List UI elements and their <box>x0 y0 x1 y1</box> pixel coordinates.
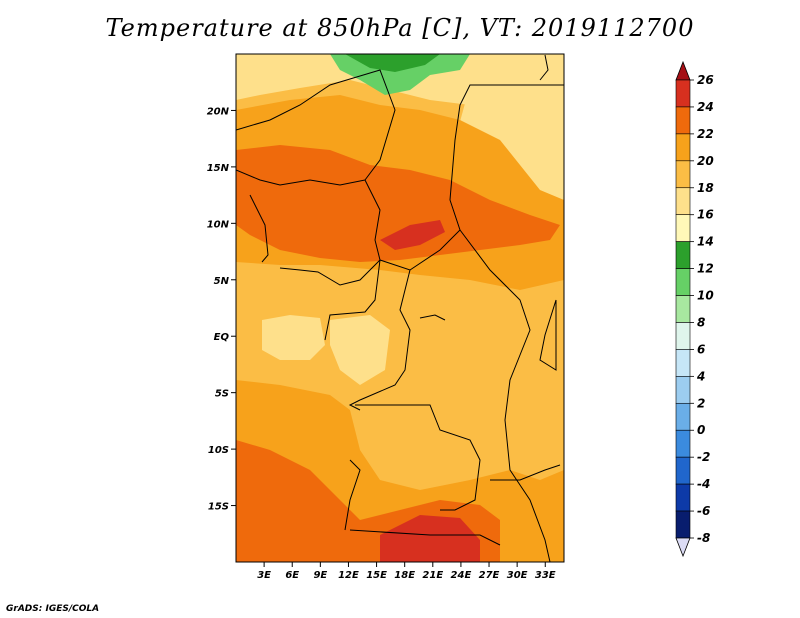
lat-tick-label: 20N <box>207 106 230 117</box>
lat-tick-label: 10N <box>207 219 230 230</box>
colorbar-segment <box>675 376 691 404</box>
colorbar-segment <box>675 295 691 323</box>
lat-tick-label: EQ <box>214 332 230 343</box>
colorbar-segment <box>675 483 691 512</box>
country-borders <box>236 54 564 562</box>
field-congo-light <box>330 315 390 385</box>
field-south-hotter <box>380 515 480 562</box>
lon-tick-label: 24E <box>451 570 472 581</box>
field-hot-band <box>236 145 560 262</box>
lon-tick-label: 30E <box>507 570 528 581</box>
lon-tick-label: 9E <box>313 570 327 581</box>
lon-tick-label: 33E <box>535 570 556 581</box>
field-hotter-streak <box>380 220 445 250</box>
colorbar-segment <box>675 402 691 431</box>
lon-tick-label: 21E <box>422 570 443 581</box>
colorbar-label: 20 <box>697 154 714 168</box>
colorbar-segment <box>675 510 691 539</box>
colorbar-top-arrow <box>675 60 691 81</box>
colorbar-segment <box>675 322 691 350</box>
lon-tick-label: 15E <box>366 570 387 581</box>
colorbar-label: 8 <box>697 315 705 329</box>
latitude-ticks: 20N 15N 10N 5N EQ 5S 10S 15S <box>207 106 236 513</box>
lon-tick-label: 6E <box>285 570 299 581</box>
colorbar-label: 26 <box>697 73 714 87</box>
colorbar-label: 14 <box>697 235 714 249</box>
lon-tick-label: 3E <box>257 570 271 581</box>
colorbar-segment <box>675 187 691 216</box>
map-frame <box>235 53 565 563</box>
field-central-light <box>262 315 325 360</box>
colorbar-segment <box>675 429 691 458</box>
colorbar-segment <box>675 241 691 269</box>
grads-credit: GrADS: IGES/COLA <box>6 604 100 614</box>
colorbar-label: 0 <box>697 423 705 437</box>
colorbar-label: 12 <box>697 262 714 276</box>
colorbar-segment <box>675 456 691 485</box>
colorbar-segment <box>675 214 691 242</box>
lon-tick-label: 27E <box>479 570 500 581</box>
lat-tick-label: 15S <box>208 502 229 513</box>
colorbar-label: 16 <box>697 208 714 222</box>
longitude-ticks: 3E 6E 9E 12E 15E 18E 21E 24E 27E 30E 33E <box>257 562 556 581</box>
colorbar-label: 18 <box>697 181 714 195</box>
colorbar-segment <box>675 268 691 296</box>
colorbar-label: 2 <box>697 396 705 410</box>
colorbar-label: -8 <box>697 531 710 545</box>
colorbar-segment <box>675 349 691 377</box>
lat-tick-label: 10S <box>208 445 229 456</box>
colorbar-bottom-arrow <box>675 537 691 558</box>
colorbar-label: 6 <box>697 342 705 356</box>
chart-title: Temperature at 850hPa [C], VT: 201911270… <box>105 14 695 42</box>
lat-tick-label: 15N <box>207 163 230 174</box>
colorbar-label: 22 <box>697 127 714 141</box>
colorbar-label: -6 <box>697 504 710 518</box>
colorbar-segment <box>675 133 691 162</box>
colorbar-label: 10 <box>697 289 714 303</box>
colorbar-label: -4 <box>697 477 710 491</box>
lat-tick-label: 5N <box>214 276 230 287</box>
colorbar-segment <box>675 79 691 108</box>
colorbar-label: -2 <box>697 450 710 464</box>
colorbar-segment <box>675 160 691 189</box>
field-north-darkgreen <box>345 54 440 72</box>
lon-tick-label: 12E <box>338 570 359 581</box>
lon-tick-label: 18E <box>394 570 415 581</box>
lat-tick-label: 5S <box>215 389 229 400</box>
colorbar-label: 24 <box>697 100 714 114</box>
colorbar-segment <box>675 106 691 135</box>
colorbar-label: 4 <box>696 369 705 383</box>
